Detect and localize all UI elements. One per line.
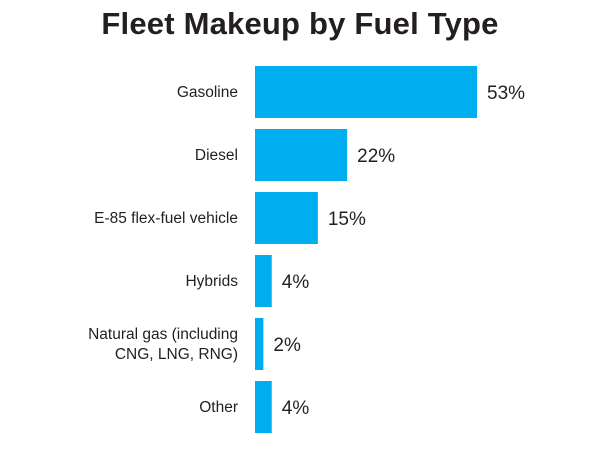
bars-group <box>255 66 477 433</box>
category-label-line: CNG, LNG, RNG) <box>115 346 238 363</box>
bar <box>255 129 348 181</box>
category-label: E-85 flex-fuel vehicle <box>94 210 238 227</box>
value-label: 4% <box>282 398 310 419</box>
category-label: Gasoline <box>177 84 238 101</box>
bar <box>255 66 477 118</box>
value-label: 22% <box>357 146 395 167</box>
value-label: 15% <box>328 209 366 230</box>
category-label: Hybrids <box>185 273 238 290</box>
value-label: 4% <box>282 272 310 293</box>
value-label: 2% <box>273 335 301 356</box>
bar <box>255 318 264 370</box>
category-label: Natural gas (including CNG, LNG, RNG) <box>88 326 238 363</box>
category-label: Other <box>199 399 238 416</box>
bar <box>255 381 272 433</box>
category-label-line: Other <box>199 399 238 416</box>
category-label-line: Diesel <box>195 147 238 164</box>
category-labels: Gasoline Diesel E-85 flex-fuel vehicle Hybr… <box>88 84 238 416</box>
category-label-line: E-85 flex-fuel vehicle <box>94 210 238 227</box>
chart-title: Fleet Makeup by Fuel Type <box>101 6 499 41</box>
value-labels: 53% 22% 15% 4% 2% 4% <box>273 83 525 419</box>
category-label: Diesel <box>195 147 238 164</box>
category-label-line: Natural gas (including <box>88 326 238 343</box>
bar <box>255 255 272 307</box>
category-label-line: Gasoline <box>177 84 238 101</box>
bar <box>255 192 318 244</box>
category-label-line: Hybrids <box>185 273 238 290</box>
value-label: 53% <box>487 83 525 104</box>
